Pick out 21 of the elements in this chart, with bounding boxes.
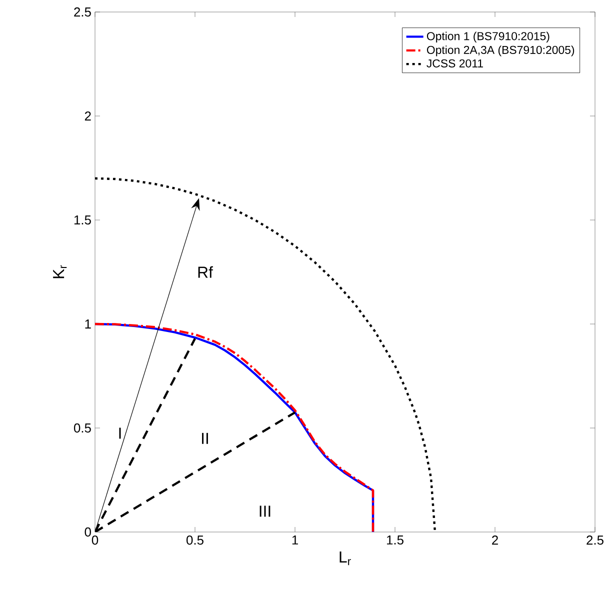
y-tick-label: 0.5 (74, 423, 91, 433)
annotation: Rf (198, 266, 213, 278)
legend-label: JCSS 2011 (426, 59, 483, 68)
y-tick-label: 2 (84, 111, 91, 121)
annotation: III (260, 506, 270, 517)
legend-label: Option 1 (BS7910:2015) (426, 32, 550, 42)
y-tick-label: 2.5 (74, 7, 91, 17)
x-axis-title: L$_{r}$ (340, 552, 351, 566)
y-tick-label: 0 (84, 527, 91, 537)
annotation: II (202, 432, 208, 444)
x-tick-label: 2.5 (586, 536, 604, 545)
x-tick-label: 0.5 (186, 536, 204, 545)
legend-label: Option 2A,3A (BS7910:2005) (426, 46, 574, 56)
x-tick-label: 2 (492, 536, 498, 545)
x-tick-label: 0 (92, 536, 98, 545)
annotation: I (119, 428, 121, 439)
y-tick-label: 1 (85, 320, 91, 328)
x-tick-label: 1 (292, 536, 298, 544)
y-tick-label: 1.5 (74, 215, 91, 225)
x-tick-label: 1.5 (386, 536, 404, 545)
y-axis-title: K$_{r}$ (53, 265, 67, 278)
